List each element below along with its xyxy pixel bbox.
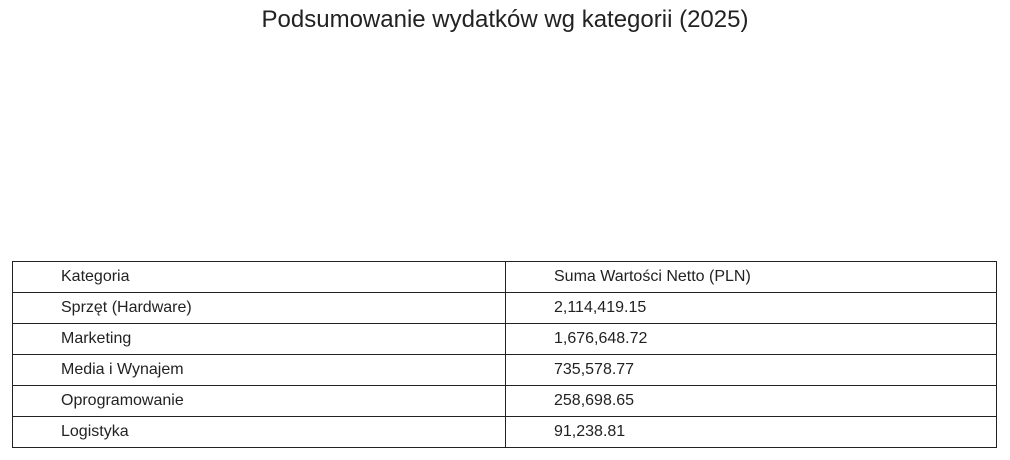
table-row: Logistyka 91,238.81 (12, 416, 997, 448)
header-category: Kategoria (12, 261, 506, 293)
category-cell: Oprogramowanie (12, 385, 506, 417)
value-cell: 1,676,648.72 (505, 323, 997, 355)
table-row: Marketing 1,676,648.72 (12, 323, 997, 355)
category-cell: Marketing (12, 323, 506, 355)
category-cell: Media i Wynajem (12, 354, 506, 386)
table-row: Sprzęt (Hardware) 2,114,419.15 (12, 292, 997, 324)
header-net-sum: Suma Wartości Netto (PLN) (505, 261, 997, 293)
value-cell: 91,238.81 (505, 416, 997, 448)
expense-summary-table: Kategoria Suma Wartości Netto (PLN) Sprz… (12, 261, 997, 448)
table-header-row: Kategoria Suma Wartości Netto (PLN) (12, 261, 997, 293)
value-cell: 258,698.65 (505, 385, 997, 417)
category-cell: Logistyka (12, 416, 506, 448)
table-row: Media i Wynajem 735,578.77 (12, 354, 997, 386)
page-title: Podsumowanie wydatków wg kategorii (2025… (261, 6, 749, 33)
table-row: Oprogramowanie 258,698.65 (12, 385, 997, 417)
category-cell: Sprzęt (Hardware) (12, 292, 506, 324)
value-cell: 2,114,419.15 (505, 292, 997, 324)
value-cell: 735,578.77 (505, 354, 997, 386)
